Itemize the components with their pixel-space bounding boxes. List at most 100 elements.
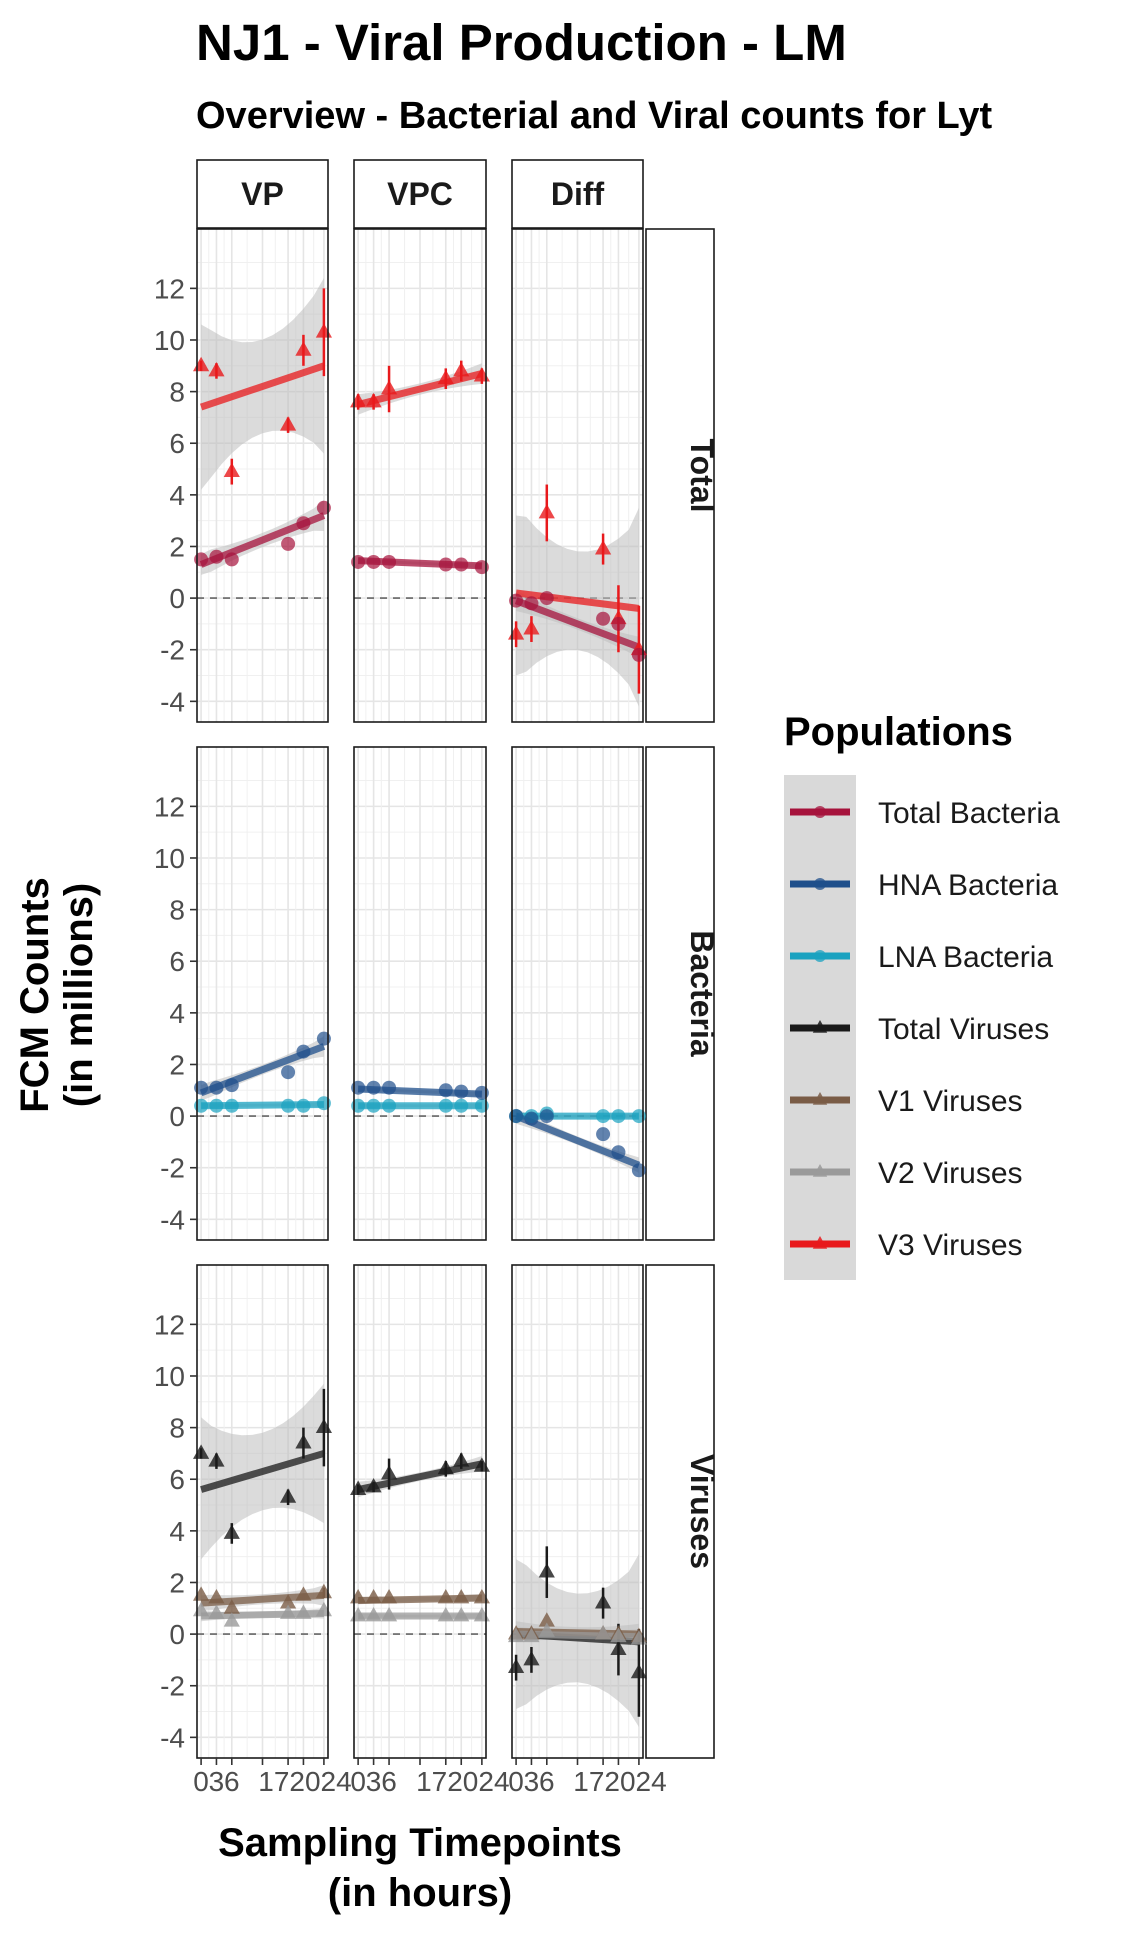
data-point <box>509 593 524 608</box>
col-strip <box>353 159 487 229</box>
data-point <box>281 1065 296 1080</box>
y-tick-label: -2 <box>160 1153 185 1184</box>
data-point <box>279 1604 297 1619</box>
y-tick-label: -4 <box>160 1204 185 1235</box>
legend-key-marker <box>812 1020 828 1033</box>
data-point <box>224 1098 239 1113</box>
y-tick-label: 6 <box>169 1464 185 1495</box>
y-tick-label: 6 <box>169 946 185 977</box>
y-tick-label: 4 <box>169 480 185 511</box>
x-tick-label: 3 <box>209 1766 225 1797</box>
facet-panel <box>351 746 489 1241</box>
col-strip-label: Diff <box>551 176 605 212</box>
legend-label: V1 Viruses <box>878 1085 1023 1118</box>
y-tick-label: 12 <box>154 273 185 304</box>
legend-title: Populations <box>784 710 1013 754</box>
y-tick-label: 10 <box>154 843 185 874</box>
confidence-band <box>516 507 639 707</box>
data-point <box>437 369 454 385</box>
data-point <box>279 1488 297 1503</box>
y-tick-label: 4 <box>169 1516 185 1547</box>
y-tick-label: -2 <box>160 635 185 666</box>
y-tick-label: 8 <box>169 1413 185 1444</box>
data-point <box>594 1594 612 1609</box>
panel-border <box>196 746 329 1241</box>
x-tick-label: 172024 <box>573 1766 666 1797</box>
y-tick-label: 10 <box>154 325 185 356</box>
panel-border <box>353 228 487 723</box>
data-point <box>438 1083 453 1098</box>
data-point <box>194 1080 209 1095</box>
data-point <box>209 1080 224 1095</box>
data-point <box>366 1098 381 1113</box>
x-tick-label: 3 <box>524 1766 540 1797</box>
row-strip <box>645 1264 715 1759</box>
data-point <box>596 1109 611 1124</box>
data-point <box>224 1078 239 1093</box>
y-tick-label: -4 <box>160 1722 185 1753</box>
data-point <box>208 1452 225 1467</box>
x-tick-label: 0 <box>193 1766 209 1797</box>
data-point <box>611 1109 626 1124</box>
y-tick-label: 4 <box>169 998 185 1029</box>
x-tick-label: 0 <box>508 1766 524 1797</box>
data-point <box>524 1111 539 1126</box>
data-point <box>538 503 555 519</box>
data-point <box>296 516 311 531</box>
legend-label: HNA Bacteria <box>878 869 1058 902</box>
col-strip-label: VPC <box>387 176 453 212</box>
data-point <box>539 591 554 606</box>
facet-panel <box>507 1264 648 1759</box>
data-point <box>438 1098 453 1113</box>
x-tick-label: 172024 <box>416 1766 509 1797</box>
trend-line <box>199 362 326 411</box>
data-point <box>366 554 381 569</box>
data-point <box>281 536 296 551</box>
y-tick-label: -4 <box>160 686 185 717</box>
legend-key-marker <box>814 806 826 818</box>
data-point <box>611 1145 626 1160</box>
data-point <box>538 1622 555 1637</box>
data-point <box>596 611 611 626</box>
legend-key-marker <box>812 1236 828 1249</box>
data-point <box>524 596 539 611</box>
y-tick-label: 8 <box>169 895 185 926</box>
col-strip-label: VP <box>241 176 284 212</box>
data-point <box>437 1607 454 1622</box>
data-point <box>209 549 224 564</box>
chart-title: NJ1 - Viral Production - LM <box>196 14 847 71</box>
row-strip <box>645 746 715 1241</box>
data-point <box>223 1612 240 1627</box>
data-point <box>194 552 209 567</box>
data-point <box>223 462 240 478</box>
x-tick-label: 3 <box>366 1766 382 1797</box>
facet-panel <box>192 228 333 723</box>
data-point <box>453 1452 470 1467</box>
data-point <box>631 647 646 662</box>
data-point <box>594 540 612 555</box>
data-point <box>453 1588 470 1604</box>
data-point <box>538 1563 555 1578</box>
y-tick-label: 2 <box>169 1567 185 1598</box>
x-tick-label: 6 <box>224 1766 240 1797</box>
panel-border <box>511 746 644 1241</box>
data-point <box>296 1098 311 1113</box>
y-tick-label: 0 <box>169 583 185 614</box>
row-strip-label: Total <box>684 438 720 512</box>
data-point <box>366 1080 381 1095</box>
y-tick-label: -2 <box>160 1671 185 1702</box>
col-strip <box>511 159 644 229</box>
data-point <box>631 1109 646 1124</box>
data-point <box>380 1588 398 1604</box>
y-tick-label: 10 <box>154 1361 185 1392</box>
data-point <box>453 361 470 377</box>
row-strip-label: Bacteria <box>684 930 720 1057</box>
y-tick-label: 12 <box>154 1309 185 1340</box>
legend-key-marker <box>812 1164 828 1177</box>
data-point <box>365 1607 382 1622</box>
data-point <box>194 1098 209 1113</box>
data-point <box>380 1607 398 1622</box>
panel-border <box>511 228 644 723</box>
data-point <box>224 552 239 567</box>
y-tick-label: 0 <box>169 1619 185 1650</box>
